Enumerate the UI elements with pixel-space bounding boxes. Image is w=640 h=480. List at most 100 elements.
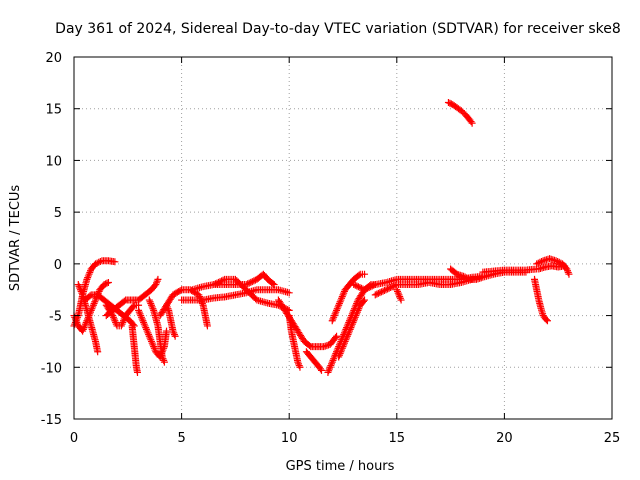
data-point	[460, 272, 468, 280]
data-point	[294, 358, 302, 366]
data-point	[332, 308, 340, 316]
data-point	[468, 119, 476, 127]
series-arc-27	[531, 275, 551, 325]
data-point	[324, 368, 332, 376]
y-tick-label: 15	[45, 103, 62, 118]
data-point	[331, 310, 339, 318]
data-point	[75, 282, 83, 290]
data-point	[337, 348, 345, 356]
data-point	[542, 316, 550, 324]
data-point	[159, 355, 167, 363]
data-point	[345, 327, 353, 335]
data-point	[216, 278, 224, 286]
data-point	[295, 362, 303, 370]
data-point	[463, 274, 471, 282]
data-point	[285, 289, 293, 297]
data-point	[338, 346, 346, 354]
data-point	[387, 283, 395, 291]
data-point	[77, 287, 85, 295]
data-point	[362, 285, 370, 293]
data-point	[96, 258, 104, 266]
data-point	[146, 334, 154, 342]
data-point	[348, 322, 356, 330]
data-point	[145, 332, 153, 340]
x-tick-label: 5	[177, 431, 185, 446]
data-point	[565, 270, 573, 278]
data-point	[89, 301, 97, 309]
data-point	[150, 344, 158, 352]
data-point	[335, 353, 343, 361]
data-point	[552, 257, 560, 265]
y-axis-ticks: -15 -10 -5 0 5 10 15 20	[41, 51, 612, 428]
data-point	[119, 318, 127, 326]
data-point	[76, 286, 84, 294]
data-point	[340, 341, 348, 349]
data-point	[370, 281, 378, 289]
data-point	[137, 312, 145, 320]
series-arc-17	[302, 348, 325, 374]
data-point	[149, 305, 157, 313]
data-point	[561, 262, 569, 270]
data-point	[329, 315, 337, 323]
data-point	[327, 362, 335, 370]
data-point	[213, 279, 221, 287]
data-point	[118, 320, 126, 328]
data-point	[330, 313, 338, 321]
data-point	[564, 268, 572, 276]
data-point	[376, 289, 384, 297]
data-point	[348, 320, 356, 328]
series-arc-03	[74, 281, 102, 356]
data-point	[394, 289, 402, 297]
data-point	[385, 284, 393, 292]
data-point	[129, 303, 137, 311]
data-point	[135, 308, 143, 316]
data-point	[144, 329, 152, 337]
x-tick-label: 25	[604, 431, 621, 446]
data-point	[154, 275, 162, 283]
data-point	[169, 327, 177, 335]
data-point	[270, 281, 278, 289]
data-point	[330, 312, 338, 320]
data-point	[361, 296, 369, 304]
data-point	[137, 313, 145, 321]
data-point	[397, 296, 405, 304]
data-point	[330, 355, 338, 363]
data-point	[347, 324, 355, 332]
y-axis-title: SDTVAR / TECUs	[8, 185, 23, 292]
data-point	[338, 294, 346, 302]
y-tick-label: -10	[41, 361, 62, 376]
data-point	[338, 293, 346, 301]
series-arc-08	[135, 306, 171, 361]
y-tick-label: -15	[41, 413, 62, 428]
data-point	[83, 275, 91, 283]
data-point	[338, 344, 346, 352]
data-point	[84, 272, 92, 280]
data-point	[211, 280, 219, 288]
data-point	[148, 339, 156, 347]
data-point	[136, 310, 144, 318]
data-point	[343, 334, 351, 342]
data-point	[354, 283, 362, 291]
data-point	[365, 283, 373, 291]
data-point	[79, 325, 87, 333]
series-arc-20	[335, 296, 369, 361]
data-point	[103, 279, 111, 287]
series-arc-09	[145, 296, 168, 366]
chart-title: Day 361 of 2024, Sidereal Day-to-day VTE…	[55, 21, 621, 37]
data-point	[356, 283, 364, 291]
data-point	[133, 368, 141, 376]
data-point	[352, 312, 360, 320]
data-point	[345, 329, 353, 337]
data-point	[269, 280, 277, 288]
data-point	[335, 351, 343, 359]
data-point	[467, 118, 475, 126]
data-point	[350, 317, 358, 325]
data-point	[109, 313, 117, 321]
data-point	[95, 258, 103, 266]
data-point	[148, 303, 156, 311]
data-point	[145, 331, 153, 339]
y-tick-label: 5	[54, 206, 62, 221]
data-point	[335, 301, 343, 309]
data-point	[164, 305, 172, 313]
